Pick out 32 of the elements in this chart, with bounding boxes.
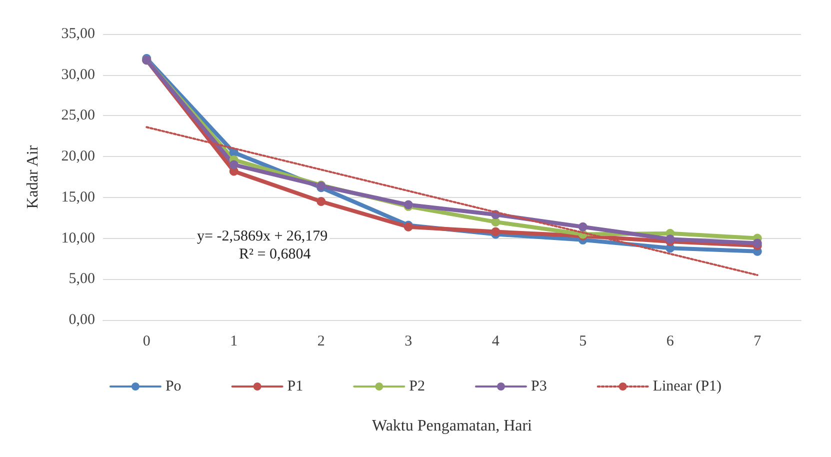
annotation: y= -2,5869x + 26,179	[197, 228, 328, 244]
legend-label: P1	[287, 378, 304, 394]
legend-label: Po	[165, 378, 182, 394]
legend-label: P2	[409, 378, 425, 394]
y-axis-title: Kadar Air	[24, 144, 42, 209]
x-tick-label: 1	[230, 334, 238, 350]
y-tick-label: 5,00	[68, 271, 95, 288]
point	[491, 217, 500, 226]
x-tick-label: 6	[666, 334, 674, 350]
point	[491, 227, 500, 236]
x-tick-label: 0	[142, 334, 150, 350]
point	[229, 160, 238, 170]
legend-label: Linear (P1)	[652, 378, 722, 394]
y-tick-label: 10,00	[61, 230, 95, 246]
y-tick-label: 25,00	[61, 108, 95, 124]
x-tick-label: 4	[492, 334, 500, 350]
point	[578, 222, 588, 232]
x-axis-title: Waktu Pengamatan, Hari	[372, 418, 533, 434]
x-tick-label: 5	[579, 334, 587, 350]
y-tick-label: 20,00	[61, 148, 95, 165]
point	[316, 197, 326, 206]
annotation: R² = 0,6804	[239, 246, 312, 262]
y-tick-label: 30,00	[61, 66, 95, 83]
point	[752, 238, 762, 248]
x-tick-label: 2	[317, 334, 325, 350]
x-tick-label: 3	[404, 334, 412, 350]
y-tick-label: 0,00	[68, 312, 95, 328]
y-tick-label: 15,00	[61, 189, 95, 206]
y-tick-label: 35,00	[61, 26, 95, 42]
legend-label: P3	[530, 378, 547, 394]
point	[666, 234, 675, 244]
x-tick-label: 7	[754, 334, 762, 350]
